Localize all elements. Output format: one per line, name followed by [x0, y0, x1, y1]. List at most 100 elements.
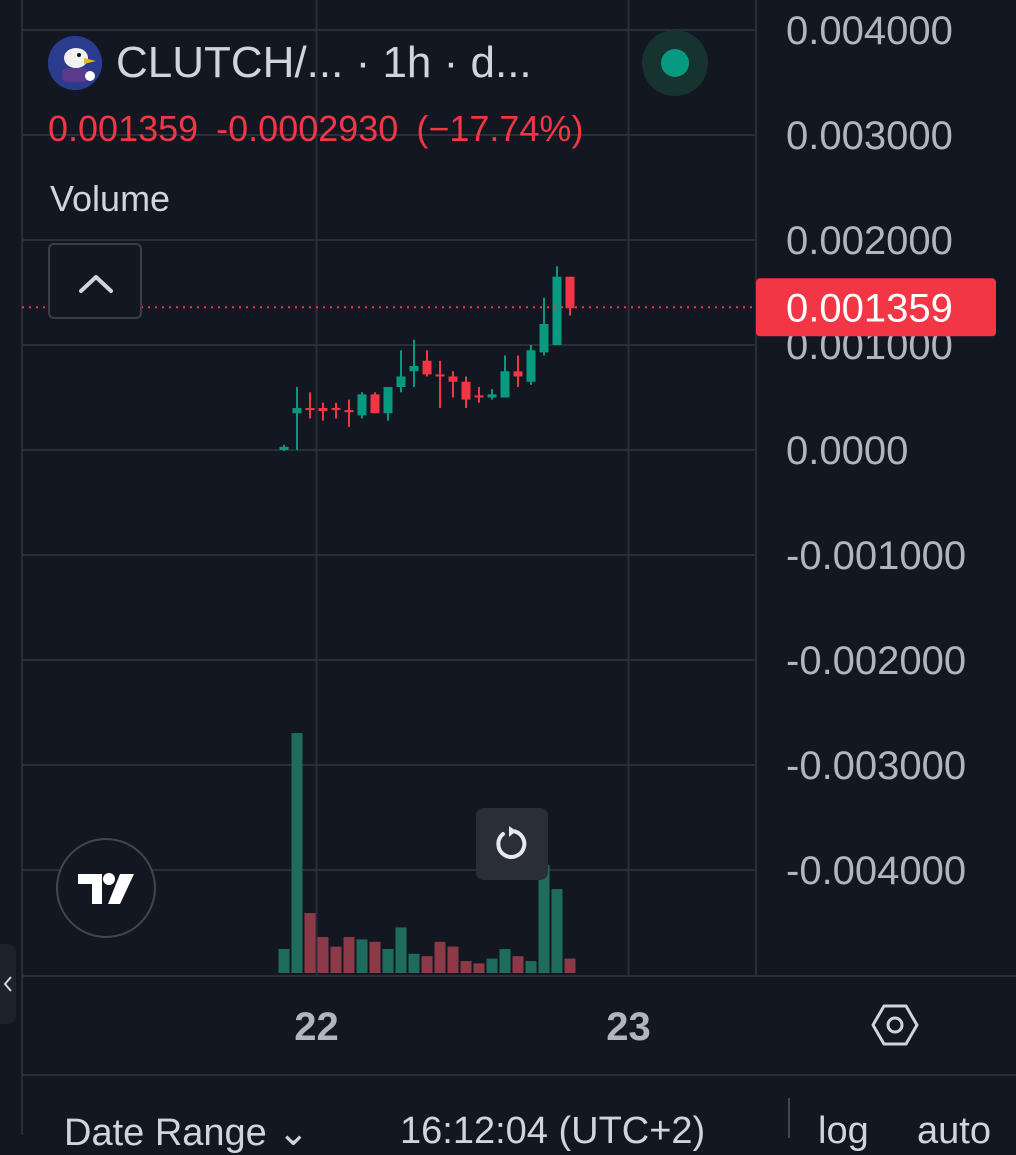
- reset-chart-button[interactable]: [476, 808, 548, 880]
- candle: [305, 392, 315, 419]
- chevron-left-icon: [3, 976, 12, 992]
- volume-bar: [382, 949, 394, 973]
- candle-body: [448, 376, 458, 382]
- volume-bar: [525, 961, 537, 973]
- candle-body: [383, 386, 393, 414]
- x-axis[interactable]: 22 23: [294, 1005, 651, 1049]
- token-avatar: [48, 36, 102, 90]
- candle-body: [357, 394, 367, 416]
- chevron-up-icon: [79, 275, 113, 293]
- legend-change: -0.0002930: [216, 108, 399, 149]
- volume-bar: [473, 963, 485, 973]
- candle-body: [500, 371, 510, 398]
- candle-body: [318, 407, 328, 412]
- y-tick-label: 0.0000: [786, 429, 908, 473]
- y-tick-label: 0.004000: [786, 9, 953, 53]
- volume-bar: [447, 946, 459, 973]
- candle: [526, 344, 536, 385]
- toolbar-separator: [788, 1098, 790, 1138]
- candle: [331, 402, 341, 419]
- volume-bar: [291, 733, 303, 973]
- volume-bar: [408, 953, 420, 973]
- volume-bar: [421, 956, 433, 973]
- legend-change-pct: (−17.74%): [416, 108, 584, 149]
- time-readout[interactable]: 16:12:04 (UTC+2): [400, 1110, 706, 1152]
- status-dot-icon: [661, 49, 689, 77]
- candle: [383, 386, 393, 421]
- candle: [565, 276, 575, 316]
- volume-bars: [278, 733, 576, 973]
- volume-bar: [512, 956, 524, 973]
- volume-bar: [460, 961, 472, 973]
- candle-body: [344, 410, 354, 413]
- volume-bar: [330, 946, 342, 973]
- y-tick-label: -0.004000: [786, 849, 966, 893]
- candle-body: [279, 446, 289, 450]
- log-scale-toggle[interactable]: log: [818, 1110, 869, 1152]
- bottom-toolbar: Date Range ⌄ 16:12:04 (UTC+2) log auto: [22, 1074, 1016, 1154]
- candle: [448, 371, 458, 398]
- candle-body: [461, 381, 471, 400]
- candle-body: [331, 407, 341, 411]
- candle-body: [565, 276, 575, 309]
- candle: [279, 444, 289, 452]
- side-panel-toggle[interactable]: [0, 944, 16, 1024]
- volume-bar: [343, 937, 355, 973]
- symbol-name[interactable]: CLUTCH/...: [116, 38, 344, 87]
- volume-bar: [278, 949, 290, 973]
- candle: [422, 350, 432, 377]
- candle-body: [396, 376, 406, 387]
- symbol-title[interactable]: CLUTCH/... · 1h · d...: [116, 38, 532, 88]
- tradingview-logo-icon: [78, 873, 134, 904]
- volume-bar: [434, 941, 446, 973]
- candle: [552, 266, 562, 345]
- candle-body: [435, 374, 445, 377]
- collapse-legend-button[interactable]: [48, 243, 142, 319]
- y-tick-label: -0.002000: [786, 639, 966, 683]
- y-axis[interactable]: 0.0040000.0030000.0020000.0010000.0000-0…: [786, 9, 966, 893]
- settings-hexagon-icon: [871, 1004, 919, 1046]
- volume-bar: [304, 913, 316, 973]
- chart-settings-button[interactable]: [870, 1000, 920, 1050]
- candle: [396, 350, 406, 393]
- price-tag-text: 0.001359: [786, 286, 953, 330]
- candle: [487, 389, 497, 400]
- candle-body: [552, 276, 562, 345]
- y-tick-label: -0.001000: [786, 534, 966, 578]
- volume-bar: [564, 958, 576, 973]
- candle-body: [487, 394, 497, 398]
- market-status-indicator[interactable]: [642, 30, 708, 96]
- x-tick-label: 22: [294, 1005, 339, 1049]
- volume-bar: [538, 865, 550, 973]
- candle-body: [305, 407, 315, 411]
- candle-body: [370, 394, 380, 414]
- legend-last-price: 0.001359: [48, 108, 199, 149]
- volume-bar: [551, 889, 563, 973]
- tradingview-logo-button[interactable]: [56, 838, 156, 938]
- date-range-dropdown[interactable]: Date Range ⌄: [64, 1112, 310, 1154]
- volume-indicator-label[interactable]: Volume: [50, 178, 171, 219]
- candle: [292, 386, 302, 450]
- candle: [318, 402, 328, 421]
- candle: [357, 392, 367, 419]
- interval-label[interactable]: · 1h · d...: [343, 38, 532, 87]
- reset-icon: [496, 826, 527, 859]
- candle: [513, 355, 523, 387]
- candle-body: [513, 371, 523, 377]
- candle: [435, 360, 445, 408]
- candle: [500, 355, 510, 398]
- candle: [474, 386, 484, 403]
- y-tick-label: -0.003000: [786, 744, 966, 788]
- candlesticks: [279, 266, 575, 452]
- candle-body: [526, 350, 536, 382]
- last-price-tag: 0.001359: [756, 278, 996, 337]
- candle: [409, 339, 419, 387]
- candle: [461, 376, 471, 408]
- y-tick-label: 0.002000: [786, 219, 953, 263]
- volume-bar: [356, 939, 368, 973]
- candle: [344, 399, 354, 427]
- x-tick-label: 23: [606, 1005, 651, 1049]
- candle-body: [422, 360, 432, 375]
- auto-scale-toggle[interactable]: auto: [917, 1110, 991, 1152]
